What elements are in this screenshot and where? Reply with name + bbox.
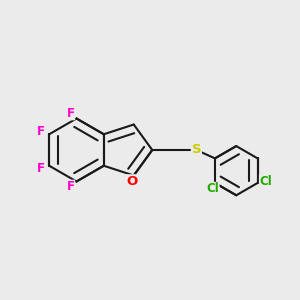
Text: F: F bbox=[67, 180, 74, 194]
Text: F: F bbox=[37, 162, 45, 175]
Text: Cl: Cl bbox=[260, 175, 272, 188]
Text: O: O bbox=[127, 175, 138, 188]
Text: F: F bbox=[67, 106, 74, 120]
Text: S: S bbox=[191, 142, 201, 156]
Text: F: F bbox=[37, 125, 45, 138]
Text: Cl: Cl bbox=[206, 182, 219, 196]
